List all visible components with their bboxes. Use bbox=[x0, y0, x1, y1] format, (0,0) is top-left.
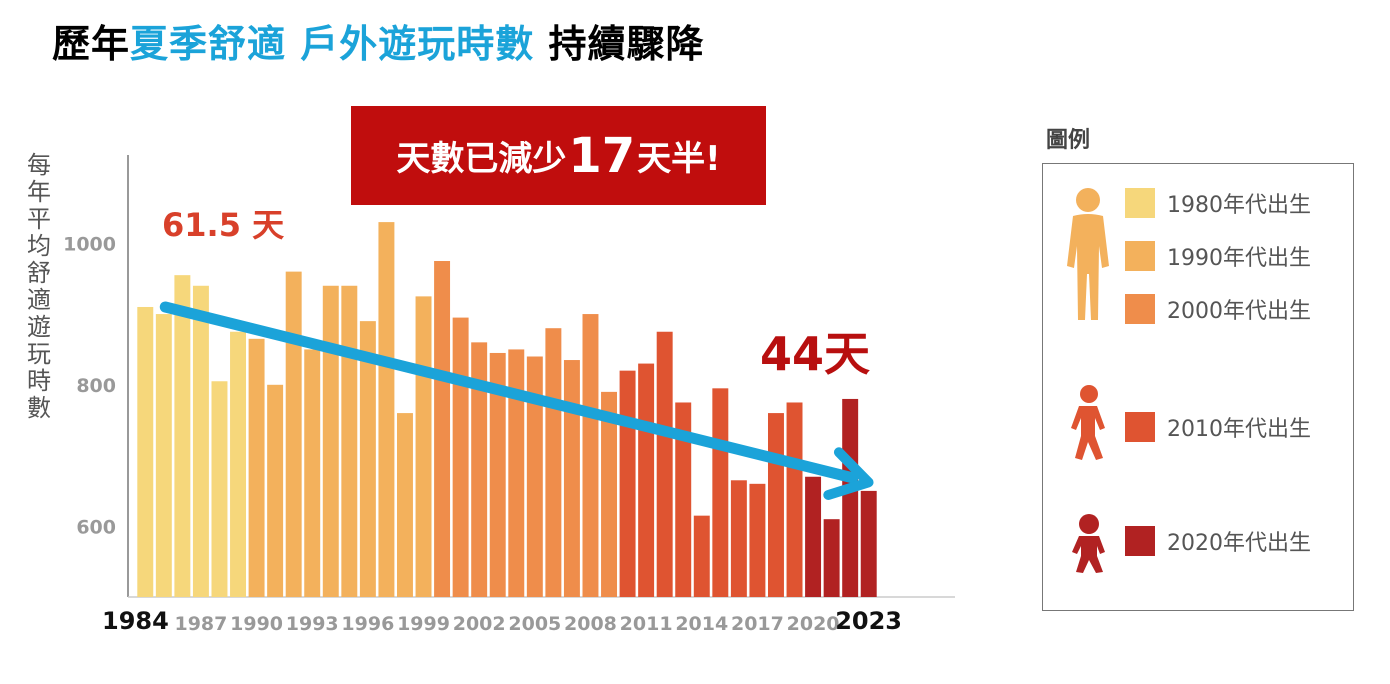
bar-2002 bbox=[471, 342, 488, 597]
legend-item-2010s: 2010年代出生 bbox=[1125, 412, 1311, 442]
legend-item-2020s: 2020年代出生 bbox=[1125, 526, 1311, 556]
bar-1984 bbox=[137, 306, 154, 597]
title-part2: 持續驟降 bbox=[534, 22, 705, 66]
y-axis-label: 每年平均舒適遊玩時數 bbox=[27, 151, 51, 422]
trend-arrow-line bbox=[159, 301, 859, 484]
bar-2010 bbox=[619, 370, 636, 597]
end-value-annotation: 44天 bbox=[760, 327, 871, 381]
x-tick-label: 1990 bbox=[230, 613, 283, 635]
legend-item-1990s: 1990年代出生 bbox=[1125, 241, 1311, 271]
title-highlight: 夏季舒適 戶外遊玩時數 bbox=[130, 22, 535, 66]
x-tick-label: 2014 bbox=[675, 613, 728, 635]
legend-swatch bbox=[1125, 294, 1155, 324]
bar-2006 bbox=[545, 328, 562, 597]
toddler-walking-icon bbox=[1072, 514, 1105, 573]
bar-1999 bbox=[415, 296, 432, 597]
bar-2003 bbox=[489, 352, 506, 597]
bar-2000 bbox=[434, 261, 451, 597]
bar-1992 bbox=[285, 271, 302, 597]
bar-2023 bbox=[860, 490, 877, 597]
title-part1: 歷年 bbox=[52, 22, 131, 66]
x-tick-label: 2008 bbox=[564, 613, 617, 635]
legend-title: 圖例 bbox=[1046, 128, 1091, 153]
bar-2005 bbox=[526, 356, 543, 597]
child-walking-icon bbox=[1071, 385, 1105, 460]
bar-1987 bbox=[192, 285, 209, 597]
bar-2021 bbox=[823, 519, 840, 597]
legend-swatch bbox=[1125, 241, 1155, 271]
x-tick-label: 2017 bbox=[731, 613, 784, 635]
bar-1985 bbox=[155, 314, 172, 597]
bar-1994 bbox=[322, 285, 339, 597]
bar-2019 bbox=[786, 402, 803, 597]
bar-2022 bbox=[842, 398, 859, 597]
x-tick-label: 2011 bbox=[620, 613, 673, 635]
bar-1995 bbox=[341, 285, 358, 597]
bar-2018 bbox=[767, 413, 784, 597]
banner-number: 17 bbox=[568, 127, 636, 184]
bar-2012 bbox=[656, 331, 673, 597]
legend-item-1980s: 1980年代出生 bbox=[1125, 188, 1311, 218]
bar-2017 bbox=[749, 483, 766, 597]
bar-2007 bbox=[563, 360, 580, 597]
start-value-annotation: 61.5 天 bbox=[162, 206, 285, 244]
x-tick-label: 1999 bbox=[397, 613, 450, 635]
bar-2011 bbox=[638, 363, 655, 597]
bar-1993 bbox=[304, 349, 321, 597]
y-tick-label: 800 bbox=[76, 375, 116, 397]
page-title: 歷年夏季舒適 戶外遊玩時數 持續驟降 bbox=[52, 22, 704, 68]
legend-label: 2010年代出生 bbox=[1167, 417, 1311, 442]
bar-2013 bbox=[675, 402, 692, 597]
bar-2020 bbox=[805, 476, 822, 597]
bar-1988 bbox=[211, 381, 228, 597]
bar-2004 bbox=[508, 349, 525, 597]
trend-arrow-head bbox=[823, 447, 874, 500]
bar-1997 bbox=[378, 222, 395, 597]
x-tick-label: 2002 bbox=[453, 613, 506, 635]
legend-swatch bbox=[1125, 188, 1155, 218]
legend-swatch bbox=[1125, 526, 1155, 556]
x-tick-label: 2023 bbox=[835, 607, 902, 635]
bar-1996 bbox=[359, 321, 376, 597]
legend-swatch bbox=[1125, 412, 1155, 442]
y-tick-label: 600 bbox=[76, 516, 116, 538]
banner-prefix: 天數已減少 bbox=[396, 139, 567, 179]
bar-2009 bbox=[601, 391, 618, 597]
x-tick-label: 1984 bbox=[102, 607, 169, 635]
adult-person-icon bbox=[1067, 188, 1109, 320]
x-tick-label: 1993 bbox=[286, 613, 339, 635]
bar-1986 bbox=[174, 275, 191, 597]
banner-suffix: 天半! bbox=[637, 139, 721, 179]
bar-2015 bbox=[712, 388, 729, 597]
x-tick-label: 2020 bbox=[787, 613, 840, 635]
bar-1989 bbox=[230, 331, 247, 597]
legend-label: 1980年代出生 bbox=[1167, 193, 1311, 218]
bar-1991 bbox=[267, 384, 284, 597]
bar-2016 bbox=[730, 480, 747, 597]
y-tick-label: 1000 bbox=[63, 233, 116, 255]
x-tick-label: 1987 bbox=[174, 613, 227, 635]
bar-1990 bbox=[248, 338, 265, 597]
bar-2008 bbox=[582, 314, 599, 597]
bar-1998 bbox=[396, 413, 413, 597]
legend-label: 1990年代出生 bbox=[1167, 246, 1311, 271]
legend-item-2000s: 2000年代出生 bbox=[1125, 294, 1311, 324]
legend-label: 2000年代出生 bbox=[1167, 299, 1311, 324]
x-tick-label: 1996 bbox=[341, 613, 394, 635]
legend-label: 2020年代出生 bbox=[1167, 531, 1311, 556]
reduction-banner: 天數已減少 17 天半! bbox=[351, 106, 766, 205]
bar-2014 bbox=[693, 515, 710, 597]
x-tick-label: 2005 bbox=[508, 613, 561, 635]
bar-2001 bbox=[452, 317, 469, 597]
legend-box: 1980年代出生 1990年代出生 2000年代出生 2010年代出生 2020… bbox=[1042, 163, 1354, 611]
